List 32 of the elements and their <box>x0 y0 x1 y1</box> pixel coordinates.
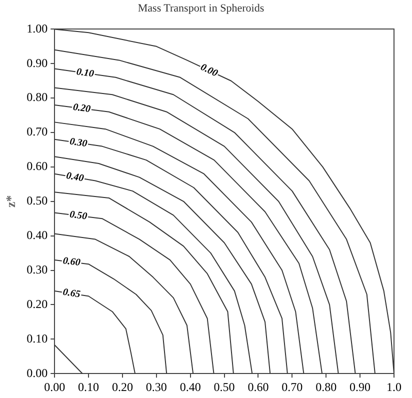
x-tick-label: 0.10 <box>78 380 100 394</box>
text: 0.30 <box>68 136 88 150</box>
y-tick-label: 0.40 <box>26 228 48 242</box>
y-tick-label: 0.60 <box>26 159 48 174</box>
y-tick-label: 0.10 <box>26 331 48 346</box>
x-tick-label: 0.70 <box>282 380 303 394</box>
y-tick-label: 0.90 <box>26 56 48 70</box>
text: 0.50 <box>69 209 88 222</box>
y-tick-label: 0.80 <box>26 90 48 104</box>
y-tick-label: 0.70 <box>26 124 48 139</box>
x-tick-label: 1.0 <box>386 380 402 394</box>
text: 0.10 <box>76 66 95 80</box>
x-tick-label: 0.30 <box>146 380 167 394</box>
x-tick-label: 0.80 <box>316 380 337 394</box>
text: 0.65 <box>62 286 82 300</box>
y-axis-title: z* <box>3 195 18 208</box>
x-tick-label: 0.60 <box>248 380 269 394</box>
x-tick-label: 0.50 <box>214 380 235 394</box>
y-tick-label: 0.20 <box>26 296 48 311</box>
x-tick-label: 0.00 <box>44 380 66 394</box>
text: 0.60 <box>62 256 81 269</box>
y-tick-label: 0.30 <box>26 262 48 276</box>
y-tick-label: 0.50 <box>26 194 48 208</box>
x-tick-label: 0.20 <box>112 380 133 394</box>
y-tick-label: 0.00 <box>26 366 48 380</box>
text: 0.20 <box>72 102 92 116</box>
y-tick-label: 1.00 <box>26 21 48 36</box>
chart-title: Mass Transport in Spheroids <box>138 2 264 14</box>
x-tick-label: 0.40 <box>180 380 201 394</box>
text: 0.00 <box>198 62 220 80</box>
x-tick-label: 0.90 <box>350 380 371 394</box>
text: 0.40 <box>65 170 84 184</box>
